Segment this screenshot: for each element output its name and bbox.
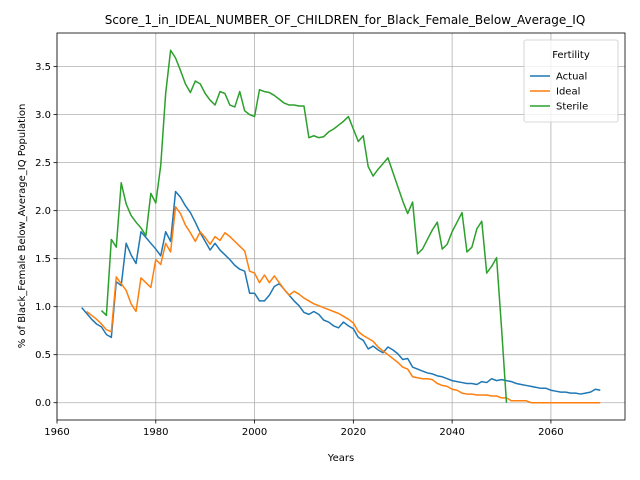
legend-label-ideal: Ideal — [556, 87, 580, 98]
legend-title: Fertility — [552, 50, 590, 61]
y-tick-label: 1.5 — [35, 254, 51, 265]
x-tick-label: 1980 — [143, 427, 168, 438]
legend-label-actual: Actual — [556, 72, 587, 83]
x-tick-label: 2040 — [439, 427, 464, 438]
x-tick-label: 2060 — [538, 427, 563, 438]
legend-label-sterile: Sterile — [556, 102, 588, 113]
y-tick-label: 2.5 — [35, 158, 51, 169]
legend-box — [523, 39, 619, 123]
plot-frame — [56, 32, 626, 421]
series-lines — [81, 49, 601, 404]
x-tick-label: 2000 — [242, 427, 267, 438]
gridlines — [56, 33, 625, 420]
y-axis-label: % of Black_Female Below_Average_IQ Popul… — [17, 104, 28, 349]
x-axis-label: Years — [327, 453, 354, 464]
y-tick-label: 3.5 — [35, 62, 51, 73]
x-tick-label: 1960 — [44, 427, 69, 438]
series-line-sterile — [100, 49, 508, 403]
legend: Fertility Actual Ideal Sterile — [523, 39, 619, 123]
chart-title: Score_1_in_IDEAL_NUMBER_OF_CHILDREN_for_… — [105, 13, 586, 27]
y-tick-label: 2.0 — [35, 206, 51, 217]
y-tick-label: 1.0 — [35, 302, 51, 313]
series-line-ideal — [86, 206, 601, 404]
axis-ticks: 1960 1980 2000 2020 2040 2060 0.0 0.5 1.0 1.5 2.0 2… — [35, 62, 564, 438]
y-tick-label: 3.0 — [35, 110, 51, 121]
y-tick-label: 0.0 — [35, 398, 51, 409]
y-tick-label: 0.5 — [35, 350, 51, 361]
series-line-actual — [81, 190, 601, 395]
x-tick-label: 2020 — [341, 427, 366, 438]
